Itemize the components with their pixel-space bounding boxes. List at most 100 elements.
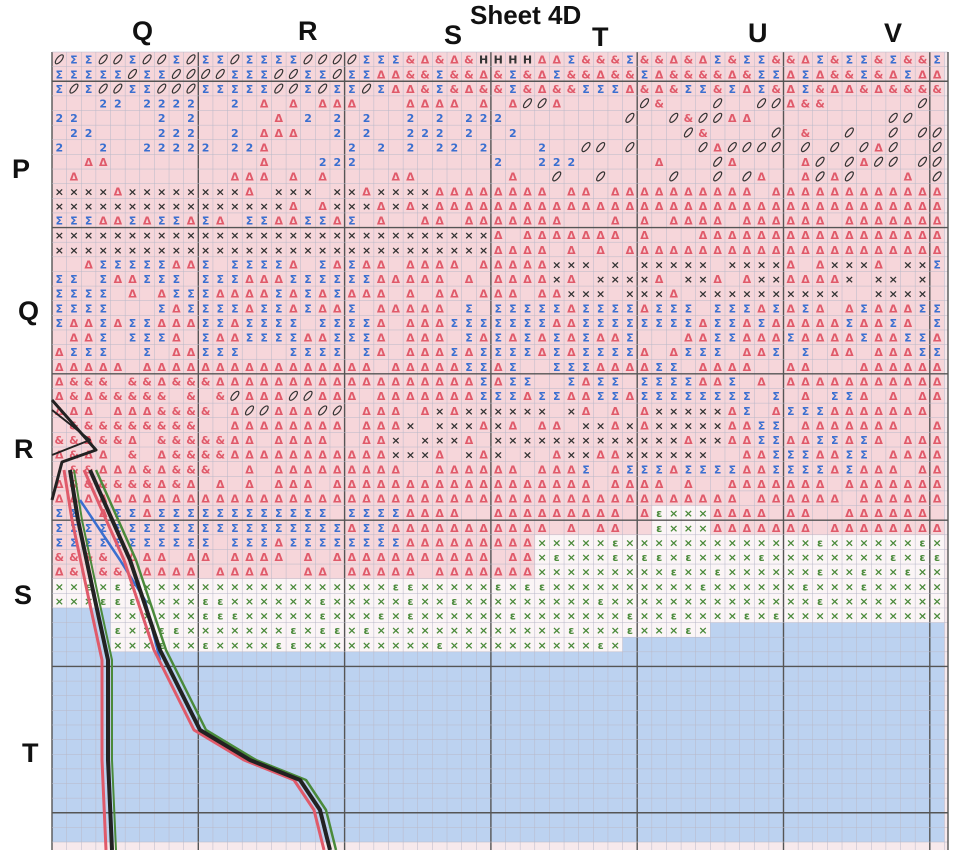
- stitch-cell: [856, 198, 872, 213]
- stitch-symbol: ×: [420, 185, 429, 198]
- stitch-symbol: ×: [172, 185, 181, 198]
- stitch-cell: [622, 154, 638, 170]
- stitch-cell: [198, 139, 213, 155]
- stitch-symbol: Δ: [84, 156, 93, 169]
- stitch-cell: [66, 812, 82, 828]
- stitch-cell: [373, 783, 389, 799]
- stitch-cell: [929, 95, 945, 111]
- stitch-cell: [827, 125, 843, 140]
- stitch-symbol: Δ: [187, 258, 196, 271]
- stitch-cell: [768, 52, 784, 67]
- stitch-symbol: Δ: [787, 83, 796, 96]
- stitch-symbol: Δ: [231, 361, 240, 374]
- stitch-symbol: Δ: [304, 551, 313, 564]
- stitch-symbol: Δ: [567, 463, 576, 476]
- stitch-symbol: &: [815, 98, 825, 111]
- stitch-symbol: ×: [698, 288, 707, 301]
- stitch-cell: [403, 110, 418, 126]
- stitch-cell: [651, 666, 667, 682]
- stitch-cell: [724, 695, 740, 711]
- stitch-symbol: Σ: [56, 317, 64, 330]
- stitch-cell: [812, 95, 828, 111]
- stitch-cell: [154, 95, 170, 111]
- stitch-symbol: Δ: [275, 463, 284, 476]
- stitch-cell: [154, 66, 170, 82]
- stitch-cell: [242, 344, 257, 360]
- stitch-symbol: Σ: [70, 54, 78, 67]
- stitch-cell: [183, 183, 199, 199]
- stitch-symbol: ×: [450, 419, 459, 432]
- stitch-cell: [81, 198, 96, 213]
- stitch-cell: [593, 403, 608, 418]
- stitch-symbol: Δ: [333, 98, 342, 111]
- stitch-symbol: Δ: [918, 507, 927, 520]
- stitch-symbol: Σ: [685, 390, 693, 403]
- stitch-symbol: Δ: [84, 493, 93, 506]
- stitch-cell: [388, 169, 404, 184]
- stitch-cell: [212, 461, 228, 477]
- stitch-cell: [856, 812, 872, 828]
- stitch-cell: [842, 812, 857, 828]
- stitch-cell: [637, 183, 652, 199]
- stitch-symbol: Δ: [918, 375, 927, 388]
- stitch-cell: [110, 329, 126, 345]
- stitch-symbol: &: [186, 405, 196, 418]
- stitch-cell: [651, 329, 667, 345]
- stitch-symbol: Δ: [918, 200, 927, 213]
- stitch-cell: [388, 52, 404, 67]
- stitch-cell: [695, 242, 711, 257]
- stitch-cell: [900, 271, 916, 287]
- stitch-cell: [66, 607, 82, 623]
- stitch-cell: [242, 95, 257, 111]
- stitch-cell: [256, 681, 272, 696]
- stitch-cell: [695, 476, 711, 491]
- stitch-cell: [564, 125, 579, 140]
- stitch-cell: [593, 724, 608, 740]
- stitch-cell: [373, 95, 389, 111]
- stitch-cell: [183, 110, 199, 126]
- stitch-symbol: Δ: [728, 478, 737, 491]
- stitch-symbol: &: [625, 68, 635, 81]
- stitch-cell: [52, 212, 67, 228]
- stitch-symbol: ×: [391, 185, 400, 198]
- stitch-symbol: ×: [713, 536, 722, 549]
- stitch-cell: [373, 212, 389, 228]
- stitch-cell: [549, 783, 565, 799]
- stitch-symbol: ×: [450, 229, 459, 242]
- stitch-symbol: Δ: [743, 273, 752, 286]
- stitch-cell: [885, 695, 901, 711]
- stitch-symbol: Δ: [830, 229, 839, 242]
- stitch-symbol: &: [464, 54, 474, 67]
- stitch-symbol: Δ: [728, 244, 737, 257]
- stitch-symbol: 2: [407, 141, 415, 154]
- stitch-symbol: Σ: [802, 302, 810, 315]
- stitch-symbol: ×: [757, 258, 766, 271]
- stitch-cell: [388, 66, 404, 82]
- stitch-symbol: &: [186, 449, 196, 462]
- stitch-cell: [578, 52, 594, 67]
- stitch-cell: [66, 52, 82, 67]
- stitch-symbol: &: [98, 434, 108, 447]
- stitch-cell: [915, 110, 930, 126]
- stitch-cell: [549, 125, 565, 140]
- stitch-symbol: Δ: [699, 215, 708, 228]
- stitch-symbol: Δ: [699, 229, 708, 242]
- stitch-symbol: Σ: [860, 434, 868, 447]
- stitch-symbol: ×: [918, 273, 927, 286]
- stitch-cell: [505, 227, 521, 243]
- stitch-symbol: Σ: [568, 54, 576, 67]
- stitch-cell: [300, 66, 316, 82]
- stitch-cell: [710, 227, 725, 243]
- stitch-cell: [110, 110, 126, 126]
- stitch-symbol: Δ: [816, 302, 825, 315]
- stitch-cell: [227, 388, 243, 404]
- stitch-cell: [110, 447, 126, 462]
- stitch-symbol: Σ: [202, 215, 210, 228]
- stitch-symbol: Δ: [479, 463, 488, 476]
- stitch-symbol: Σ: [860, 54, 868, 67]
- stitch-cell: [578, 227, 594, 243]
- stitch-symbol: Δ: [582, 507, 591, 520]
- stitch-symbol: Δ: [699, 361, 708, 374]
- stitch-cell: [461, 754, 477, 769]
- stitch-cell: [885, 52, 901, 67]
